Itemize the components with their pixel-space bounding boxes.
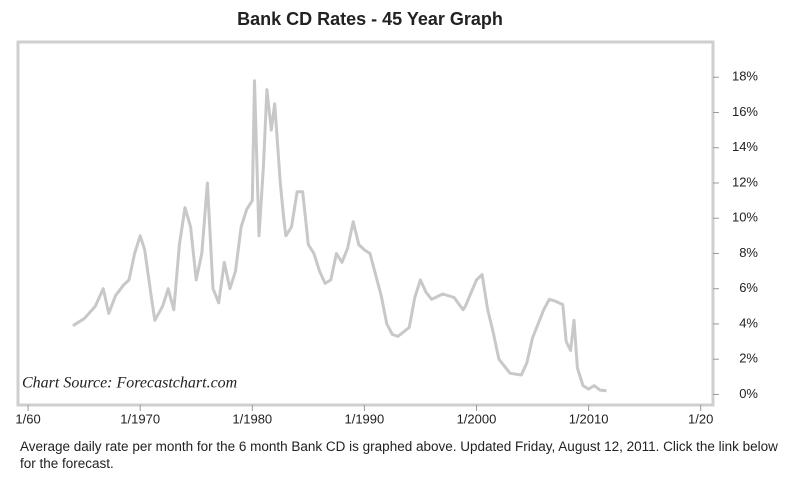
x-tick-label: 1/1970 [120,411,160,426]
x-tick-label: 1/1980 [232,411,272,426]
x-tick-label: 1/2000 [457,411,497,426]
plot-frame [16,40,715,407]
y-tick-label: 8% [739,245,758,260]
y-tick-label: 10% [732,210,758,225]
y-tick-label: 14% [732,139,758,154]
data-line [72,79,607,393]
y-tick-label: 12% [732,174,758,189]
y-tick-label: 16% [732,104,758,119]
y-tick-label: 4% [739,315,758,330]
x-tick-label: 1/1990 [344,411,384,426]
chart: Bank CD Rates - 45 Year Graph Chart Sour… [15,9,758,427]
chart-title: Bank CD Rates - 45 Year Graph [237,9,503,29]
y-tick-label: 18% [732,69,758,84]
y-tick-label: 0% [739,386,758,401]
x-tick-label: 1/2010 [569,411,609,426]
x-tick-label: 1/20 [688,411,713,426]
y-tick-label: 2% [739,351,758,366]
footnote: Average daily rate per month for the 6 m… [20,439,778,471]
annotation: Chart Source: Forecastchart.com [22,375,237,392]
y-tick-label: 6% [739,280,758,295]
x-tick-label: 1/60 [15,411,40,426]
